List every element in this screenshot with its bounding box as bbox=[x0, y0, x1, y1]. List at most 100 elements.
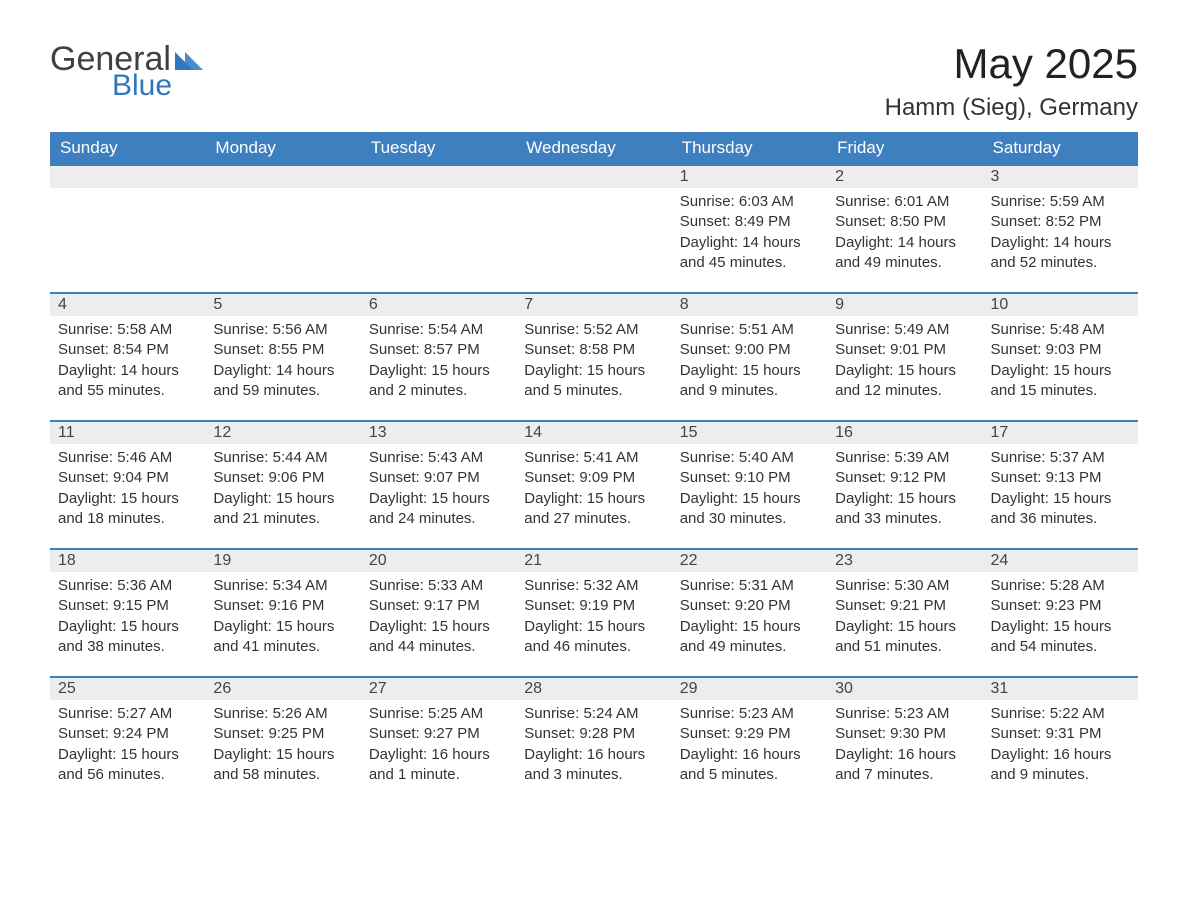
calendar-day-cell: 22Sunrise: 5:31 AMSunset: 9:20 PMDayligh… bbox=[672, 549, 827, 677]
day-details: Sunrise: 5:44 AMSunset: 9:06 PMDaylight:… bbox=[205, 444, 360, 535]
sunrise-value: 6:03 AM bbox=[739, 193, 794, 210]
sunrise-label: Sunrise: bbox=[369, 321, 428, 338]
sunset-label: Sunset: bbox=[58, 469, 113, 486]
weekday-header: Saturday bbox=[983, 132, 1138, 165]
calendar-day-cell: 10Sunrise: 5:48 AMSunset: 9:03 PMDayligh… bbox=[983, 293, 1138, 421]
day-number-empty bbox=[205, 166, 360, 188]
sunset-value: 9:21 PM bbox=[890, 597, 946, 614]
sunset-label: Sunset: bbox=[524, 597, 579, 614]
sunrise-label: Sunrise: bbox=[835, 705, 894, 722]
calendar-day-cell: 27Sunrise: 5:25 AMSunset: 9:27 PMDayligh… bbox=[361, 677, 516, 805]
calendar-day-cell: 4Sunrise: 5:58 AMSunset: 8:54 PMDaylight… bbox=[50, 293, 205, 421]
day-number: 24 bbox=[983, 550, 1138, 572]
daylight-label: Daylight: bbox=[680, 490, 743, 507]
day-number-empty bbox=[361, 166, 516, 188]
sunset-label: Sunset: bbox=[524, 341, 579, 358]
sunrise-label: Sunrise: bbox=[991, 449, 1050, 466]
calendar-week-row: 18Sunrise: 5:36 AMSunset: 9:15 PMDayligh… bbox=[50, 549, 1138, 677]
sunset-label: Sunset: bbox=[991, 725, 1046, 742]
sunset-value: 8:55 PM bbox=[268, 341, 324, 358]
weekday-header: Monday bbox=[205, 132, 360, 165]
day-details: Sunrise: 5:59 AMSunset: 8:52 PMDaylight:… bbox=[983, 188, 1138, 279]
day-details: Sunrise: 5:40 AMSunset: 9:10 PMDaylight:… bbox=[672, 444, 827, 535]
daylight-label: Daylight: bbox=[991, 746, 1054, 763]
sunrise-value: 5:52 AM bbox=[583, 321, 638, 338]
weekday-header: Sunday bbox=[50, 132, 205, 165]
day-number: 9 bbox=[827, 294, 982, 316]
day-details: Sunrise: 5:37 AMSunset: 9:13 PMDaylight:… bbox=[983, 444, 1138, 535]
calendar-day-cell: 31Sunrise: 5:22 AMSunset: 9:31 PMDayligh… bbox=[983, 677, 1138, 805]
calendar-table: SundayMondayTuesdayWednesdayThursdayFrid… bbox=[50, 132, 1138, 805]
calendar-day-cell: 1Sunrise: 6:03 AMSunset: 8:49 PMDaylight… bbox=[672, 165, 827, 293]
day-number: 10 bbox=[983, 294, 1138, 316]
daylight-label: Daylight: bbox=[835, 618, 898, 635]
day-details: Sunrise: 5:51 AMSunset: 9:00 PMDaylight:… bbox=[672, 316, 827, 407]
sunrise-value: 5:23 AM bbox=[894, 705, 949, 722]
calendar-day-cell: 9Sunrise: 5:49 AMSunset: 9:01 PMDaylight… bbox=[827, 293, 982, 421]
sunrise-value: 5:22 AM bbox=[1050, 705, 1105, 722]
day-details: Sunrise: 5:52 AMSunset: 8:58 PMDaylight:… bbox=[516, 316, 671, 407]
page-title: May 2025 bbox=[885, 40, 1138, 88]
daylight-label: Daylight: bbox=[369, 618, 432, 635]
calendar-day-cell: 15Sunrise: 5:40 AMSunset: 9:10 PMDayligh… bbox=[672, 421, 827, 549]
daylight-label: Daylight: bbox=[369, 490, 432, 507]
sunset-value: 9:31 PM bbox=[1046, 725, 1102, 742]
calendar-day-cell: 30Sunrise: 5:23 AMSunset: 9:30 PMDayligh… bbox=[827, 677, 982, 805]
sunset-label: Sunset: bbox=[991, 341, 1046, 358]
sunset-label: Sunset: bbox=[369, 597, 424, 614]
sunset-label: Sunset: bbox=[58, 341, 113, 358]
sunrise-value: 5:30 AM bbox=[894, 577, 949, 594]
sunset-label: Sunset: bbox=[524, 725, 579, 742]
day-number: 16 bbox=[827, 422, 982, 444]
sunset-value: 9:06 PM bbox=[268, 469, 324, 486]
sunset-label: Sunset: bbox=[835, 213, 890, 230]
sunset-label: Sunset: bbox=[58, 725, 113, 742]
sunrise-value: 5:49 AM bbox=[894, 321, 949, 338]
sunset-value: 9:17 PM bbox=[424, 597, 480, 614]
calendar-day-cell: 3Sunrise: 5:59 AMSunset: 8:52 PMDaylight… bbox=[983, 165, 1138, 293]
daylight-label: Daylight: bbox=[213, 490, 276, 507]
sunrise-value: 5:26 AM bbox=[273, 705, 328, 722]
calendar-day-cell: 14Sunrise: 5:41 AMSunset: 9:09 PMDayligh… bbox=[516, 421, 671, 549]
day-number: 26 bbox=[205, 678, 360, 700]
calendar-week-row: 1Sunrise: 6:03 AMSunset: 8:49 PMDaylight… bbox=[50, 165, 1138, 293]
day-details: Sunrise: 5:23 AMSunset: 9:30 PMDaylight:… bbox=[827, 700, 982, 791]
daylight-label: Daylight: bbox=[680, 746, 743, 763]
calendar-day-cell: 29Sunrise: 5:23 AMSunset: 9:29 PMDayligh… bbox=[672, 677, 827, 805]
calendar-day-cell: 18Sunrise: 5:36 AMSunset: 9:15 PMDayligh… bbox=[50, 549, 205, 677]
calendar-body: 1Sunrise: 6:03 AMSunset: 8:49 PMDaylight… bbox=[50, 165, 1138, 805]
day-details: Sunrise: 5:46 AMSunset: 9:04 PMDaylight:… bbox=[50, 444, 205, 535]
calendar-day-cell: 12Sunrise: 5:44 AMSunset: 9:06 PMDayligh… bbox=[205, 421, 360, 549]
day-details: Sunrise: 5:23 AMSunset: 9:29 PMDaylight:… bbox=[672, 700, 827, 791]
day-details: Sunrise: 5:22 AMSunset: 9:31 PMDaylight:… bbox=[983, 700, 1138, 791]
day-number: 31 bbox=[983, 678, 1138, 700]
sunrise-label: Sunrise: bbox=[58, 449, 117, 466]
sunset-label: Sunset: bbox=[524, 469, 579, 486]
sunrise-value: 5:59 AM bbox=[1050, 193, 1105, 210]
sunrise-value: 5:36 AM bbox=[117, 577, 172, 594]
day-details: Sunrise: 5:25 AMSunset: 9:27 PMDaylight:… bbox=[361, 700, 516, 791]
sunset-value: 9:30 PM bbox=[890, 725, 946, 742]
daylight-label: Daylight: bbox=[835, 490, 898, 507]
weekday-header: Tuesday bbox=[361, 132, 516, 165]
calendar-day-cell: 19Sunrise: 5:34 AMSunset: 9:16 PMDayligh… bbox=[205, 549, 360, 677]
sunset-value: 9:03 PM bbox=[1046, 341, 1102, 358]
sunrise-label: Sunrise: bbox=[835, 193, 894, 210]
calendar-week-row: 25Sunrise: 5:27 AMSunset: 9:24 PMDayligh… bbox=[50, 677, 1138, 805]
sunrise-label: Sunrise: bbox=[524, 705, 583, 722]
sunrise-value: 5:31 AM bbox=[739, 577, 794, 594]
calendar-day-cell bbox=[205, 165, 360, 293]
calendar-day-cell bbox=[516, 165, 671, 293]
sunrise-value: 5:23 AM bbox=[739, 705, 794, 722]
sunrise-label: Sunrise: bbox=[369, 705, 428, 722]
sunrise-label: Sunrise: bbox=[524, 449, 583, 466]
daylight-label: Daylight: bbox=[524, 618, 587, 635]
sunrise-value: 5:43 AM bbox=[428, 449, 483, 466]
day-number: 14 bbox=[516, 422, 671, 444]
calendar-day-cell: 6Sunrise: 5:54 AMSunset: 8:57 PMDaylight… bbox=[361, 293, 516, 421]
day-number: 1 bbox=[672, 166, 827, 188]
calendar-day-cell bbox=[50, 165, 205, 293]
daylight-label: Daylight: bbox=[991, 362, 1054, 379]
sunset-value: 9:16 PM bbox=[268, 597, 324, 614]
sunset-label: Sunset: bbox=[369, 341, 424, 358]
